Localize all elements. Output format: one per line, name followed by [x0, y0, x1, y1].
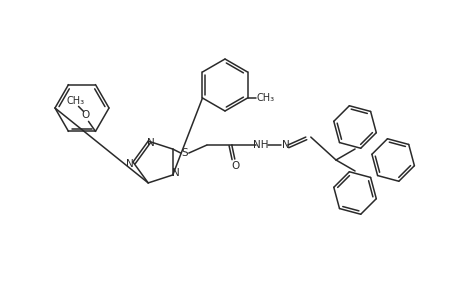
Text: CH₃: CH₃ — [66, 96, 84, 106]
Text: NH: NH — [252, 140, 268, 150]
Text: S: S — [181, 148, 188, 158]
Text: O: O — [231, 161, 240, 171]
Text: N: N — [172, 168, 179, 178]
Text: N: N — [281, 140, 289, 150]
Text: N: N — [147, 138, 155, 148]
Text: O: O — [81, 110, 90, 120]
Text: CH₃: CH₃ — [256, 93, 274, 103]
Text: N: N — [126, 159, 134, 169]
